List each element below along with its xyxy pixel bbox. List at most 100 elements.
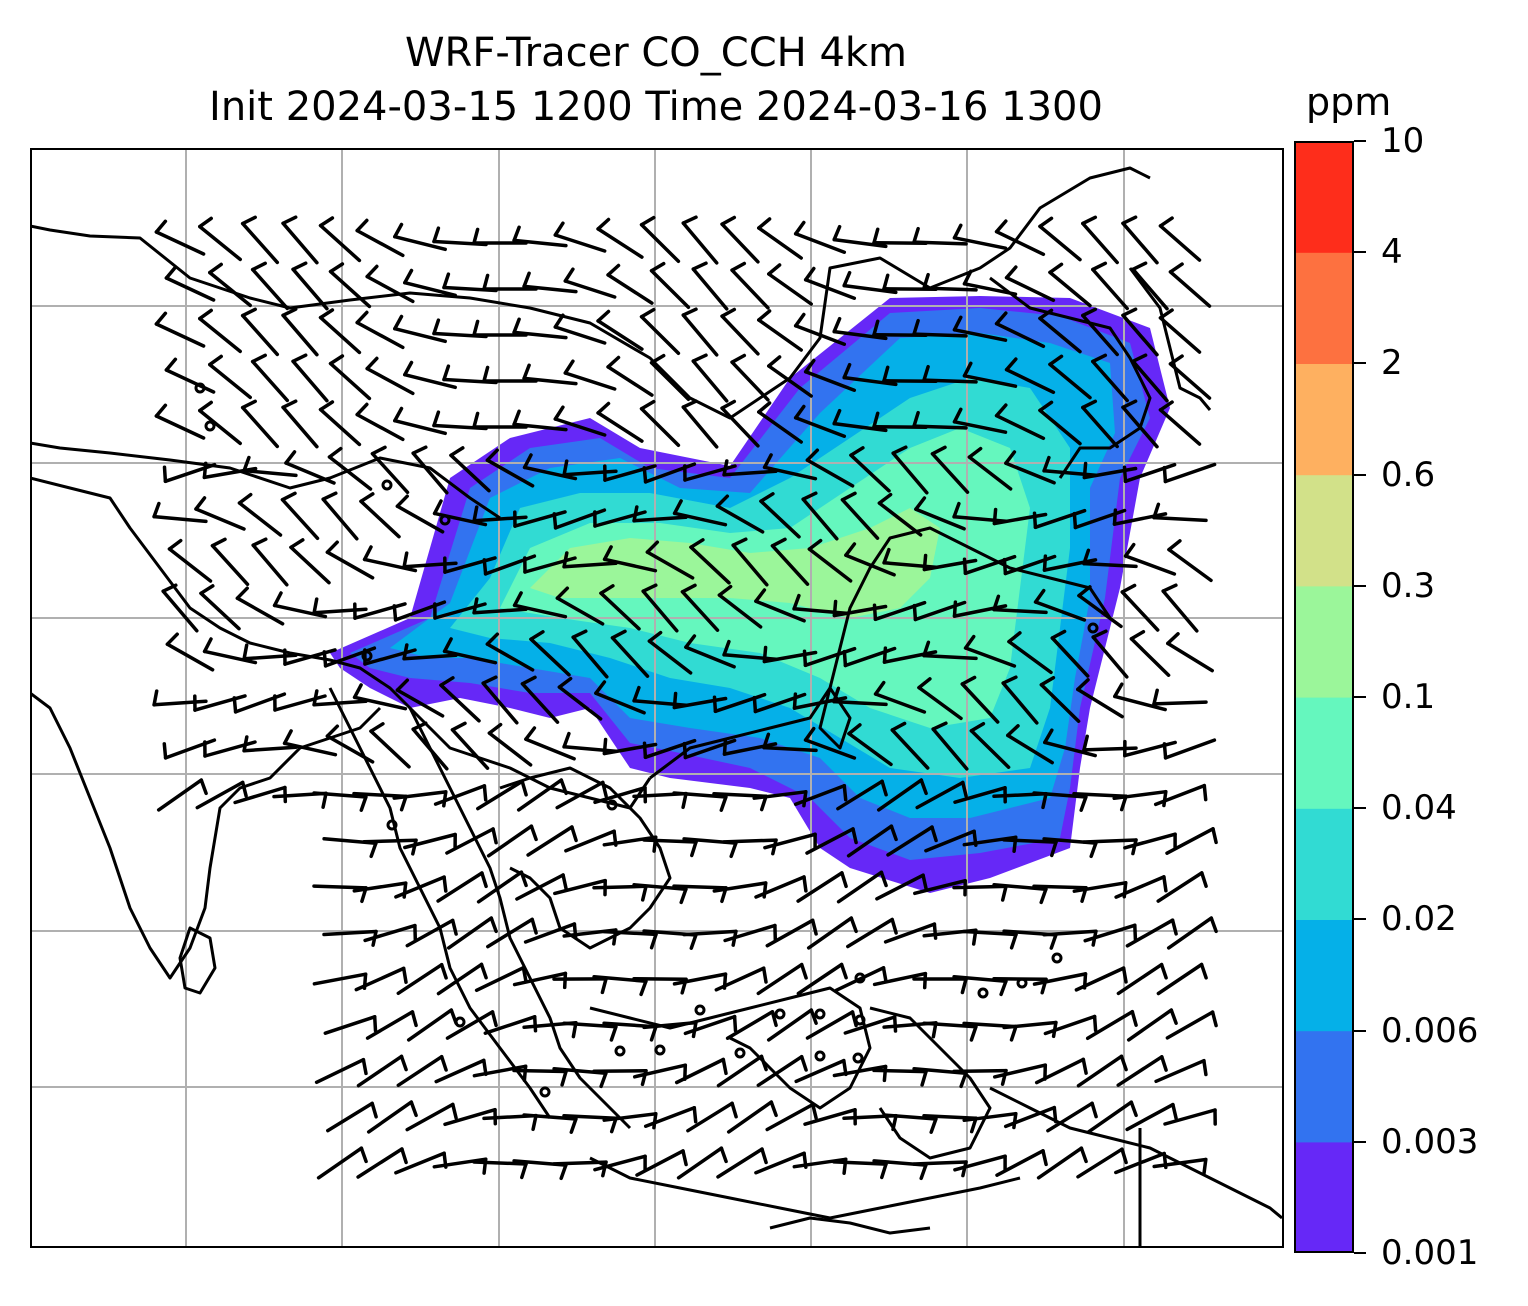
wind-barb [641, 583, 679, 633]
wind-barb [555, 586, 605, 626]
wind-barb [405, 1102, 458, 1132]
wind-barb [522, 1113, 578, 1134]
wind-barb [316, 1146, 368, 1180]
wind-barb [931, 721, 969, 771]
wind-barb [793, 220, 847, 254]
wind-barb [240, 399, 280, 449]
colorbar [1294, 141, 1354, 1254]
colorbar-tick-label: 0.02 [1381, 899, 1457, 940]
wind-barb [1123, 542, 1177, 576]
wind-barb [328, 354, 372, 401]
wind-barb [1081, 215, 1119, 265]
wind-barb [962, 269, 1018, 296]
wind-barb [164, 265, 216, 302]
wind-barb [516, 778, 568, 812]
calm-marker [454, 1016, 466, 1028]
wind-barb [995, 1149, 1048, 1177]
colorbar-tick-label: 0.1 [1381, 677, 1436, 717]
calm-marker [1051, 952, 1063, 964]
wind-barb [846, 824, 898, 858]
wind-barb [242, 455, 298, 478]
wind-barb [237, 492, 283, 537]
wind-barb [606, 355, 654, 397]
wind-barb [396, 1054, 448, 1088]
wind-barb [757, 401, 803, 444]
wind-barb [314, 1057, 368, 1085]
wind-barb [327, 446, 373, 491]
wind-barb [529, 630, 571, 677]
wind-barb [553, 405, 607, 437]
wind-barb [312, 689, 368, 707]
wind-barb [720, 399, 760, 448]
wind-barb [596, 309, 644, 351]
wind-barb [405, 918, 458, 948]
wind-barb [513, 510, 567, 528]
wind-barb [1154, 1058, 1208, 1084]
wind-barb [952, 600, 1008, 618]
wind-barb [482, 365, 538, 383]
wind-barb [1116, 962, 1168, 996]
wind-barb [557, 676, 603, 721]
wind-barb [1158, 216, 1202, 262]
wind-barb [395, 494, 445, 534]
wind-barb [515, 873, 568, 901]
wind-barb [967, 446, 1013, 491]
wind-barb [359, 492, 401, 539]
wind-barb [599, 584, 641, 631]
wind-barb [1158, 308, 1202, 354]
wind-barb [281, 307, 319, 357]
wind-barb [393, 406, 447, 436]
wind-barb [754, 588, 806, 623]
wind-barb [1116, 1055, 1168, 1087]
calm-marker [977, 987, 989, 999]
wind-barb [563, 359, 617, 391]
wind-barb [193, 694, 247, 712]
wind-barb [770, 537, 810, 586]
wind-barb [596, 401, 644, 443]
wind-barb [1048, 262, 1092, 308]
wind-barb [992, 594, 1048, 615]
wind-barb [1077, 585, 1123, 629]
colorbar-tick [1354, 807, 1366, 810]
wind-barb [365, 356, 415, 396]
wind-barb [396, 962, 448, 996]
wind-barb [962, 554, 1017, 576]
wind-barb [198, 216, 242, 262]
wind-barb [272, 791, 328, 809]
wind-barb [1007, 631, 1053, 675]
wind-barb [752, 790, 808, 808]
wind-barb [602, 545, 658, 573]
wind-barb [1048, 354, 1092, 400]
calm-marker [854, 972, 866, 984]
wind-barb [242, 735, 298, 753]
wind-barb [433, 784, 488, 806]
wind-barb [714, 966, 768, 992]
wind-barb [1033, 588, 1087, 622]
wind-barb [472, 597, 528, 615]
wind-barb [312, 972, 368, 990]
wind-barb [642, 738, 697, 760]
wind-barb [635, 1149, 688, 1177]
wind-barb [1131, 261, 1169, 311]
wind-barb [676, 1146, 728, 1180]
wind-barb [792, 593, 848, 615]
calm-marker [1087, 622, 1099, 634]
wind-barb [922, 640, 978, 661]
wind-barb [443, 556, 497, 574]
calm-marker [386, 819, 398, 831]
wind-barb [832, 224, 888, 249]
wind-barb [592, 974, 648, 997]
wind-barb [280, 491, 320, 541]
colorbar-tick-label: 0.001 [1381, 1233, 1479, 1273]
wind-barb [891, 445, 929, 495]
wind-barb [365, 1010, 418, 1040]
wind-barb [681, 215, 719, 265]
wind-barb [1034, 1057, 1088, 1085]
wind-barb [281, 399, 319, 449]
wind-barb [1004, 450, 1056, 485]
wind-barb [1156, 962, 1208, 996]
wind-barb [1082, 548, 1138, 569]
wind-barb [759, 492, 801, 539]
wind-barb [436, 871, 488, 903]
wind-barb [720, 307, 760, 356]
